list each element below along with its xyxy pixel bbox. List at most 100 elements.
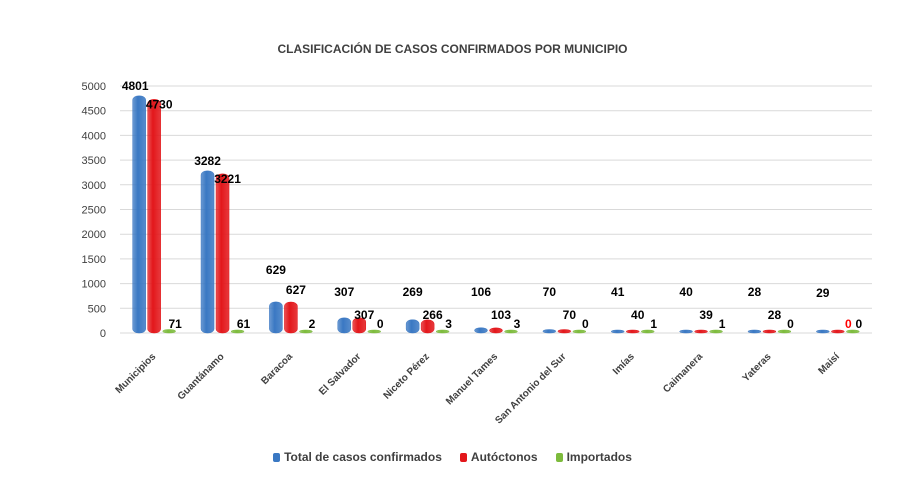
x-tick-label: Imías (611, 351, 637, 377)
bar-autoctonos (489, 327, 503, 334)
y-tick-label: 2000 (82, 229, 106, 241)
data-label-total: 3282 (194, 154, 221, 168)
bar-importados (572, 329, 587, 334)
legend-swatch-autoctonos (459, 452, 467, 462)
bar-importados (367, 329, 382, 334)
bar-importados (299, 329, 313, 334)
y-tick-label: 2500 (82, 205, 106, 217)
bar-total (474, 327, 488, 334)
bar-autoctonos (147, 99, 161, 334)
y-tick-label: 500 (88, 303, 106, 315)
data-label-autoctonos: 3221 (214, 172, 241, 186)
y-tick-label: 4500 (82, 106, 106, 118)
data-label-autoctonos: 266 (423, 308, 443, 322)
legend-item-autoctonos: Autóctonos (459, 450, 538, 464)
y-tick-label: 0 (100, 328, 106, 340)
data-label-autoctonos: 103 (491, 308, 511, 322)
bar-total (200, 170, 215, 334)
y-axis: 0 500 1000 1500 2000 2500 3000 3500 4000 4500 5000 (82, 81, 106, 340)
bar-autoctonos (625, 329, 640, 334)
x-tick-label: Caimanera (661, 351, 705, 395)
data-label-total: 29 (816, 286, 830, 300)
bar-total (405, 319, 420, 334)
data-label-autoctonos: 40 (631, 308, 645, 322)
bars (132, 95, 860, 334)
data-label-autoctonos: 4730 (146, 97, 173, 111)
x-tick-label: Maisí (816, 350, 842, 376)
data-label-importados: 0 (582, 317, 589, 331)
bar-total (747, 329, 762, 334)
legend-swatch-total (273, 452, 281, 462)
data-label-importados: 1 (650, 317, 657, 331)
legend-item-importados: Importados (555, 450, 632, 464)
data-label-importados: 61 (237, 317, 251, 331)
data-label-importados: 0 (855, 317, 862, 331)
bar-total (679, 329, 693, 334)
bar-importados (640, 329, 655, 334)
data-label-autoctonos: 307 (354, 308, 374, 322)
x-axis: Municipios Guantánamo Baracoa El Salvador Ni… (114, 350, 843, 426)
data-label-total: 41 (611, 285, 625, 299)
data-label-importados: 3 (445, 317, 452, 331)
bar-autoctonos (420, 319, 435, 334)
y-tick-label: 3000 (82, 180, 106, 192)
x-tick-label: Manuel Tames (444, 351, 500, 407)
y-tick-label: 1000 (82, 279, 106, 291)
bar-importados (435, 329, 450, 334)
bar-autoctonos (762, 329, 777, 334)
data-label-importados: 1 (719, 317, 726, 331)
data-label-autoctonos: 0 (845, 317, 852, 331)
x-tick-label: San Antonio del Sur (493, 351, 568, 426)
bar-importados (709, 329, 723, 334)
bar-total (816, 329, 830, 334)
data-label-total: 106 (471, 285, 491, 299)
x-tick-label: Yateras (741, 351, 774, 384)
bar-importados (162, 329, 176, 334)
x-tick-label: El Salvador (317, 351, 363, 397)
data-label-total: 28 (748, 285, 762, 299)
data-label-importados: 2 (309, 317, 316, 331)
bar-total (610, 329, 625, 334)
data-label-importados: 3 (514, 317, 521, 331)
bar-autoctonos (284, 301, 298, 334)
data-label-total: 269 (403, 285, 423, 299)
bar-autoctonos (694, 329, 708, 334)
bar-total (269, 301, 283, 334)
legend-label-importados: Importados (566, 450, 632, 464)
data-label-total: 4801 (122, 79, 149, 93)
legend-label-total: Total de casos confirmados (284, 450, 442, 464)
y-tick-label: 3500 (82, 155, 106, 167)
bar-importados (230, 329, 245, 334)
data-label-total: 307 (334, 285, 354, 299)
y-tick-label: 5000 (82, 81, 106, 93)
legend-swatch-importados (555, 452, 563, 462)
bar-importados (846, 329, 860, 334)
bar-total (542, 329, 557, 334)
bar-importados (504, 329, 518, 334)
data-label-total: 629 (266, 263, 286, 277)
bar-autoctonos (352, 317, 367, 334)
data-label-importados: 71 (169, 317, 183, 331)
data-label-autoctonos: 70 (563, 308, 577, 322)
bar-autoctonos (215, 173, 230, 334)
bar-autoctonos (557, 329, 572, 334)
data-label-total: 70 (543, 285, 557, 299)
x-tick-label: Niceto Pérez (382, 351, 432, 401)
data-label-autoctonos: 39 (699, 308, 713, 322)
x-tick-label: Guantánamo (176, 351, 227, 402)
chart-title: CLASIFICACIÓN DE CASOS CONFIRMADOS POR M… (277, 42, 628, 56)
bar-importados (777, 329, 792, 334)
data-label-autoctonos: 627 (286, 283, 306, 297)
bar-total (132, 95, 146, 334)
data-label-total: 40 (679, 285, 693, 299)
data-labels: 4801473071328232216162962723073070269266… (122, 79, 863, 331)
legend: Total de casos confirmados Autóctonos Im… (0, 450, 905, 464)
legend-label-autoctonos: Autóctonos (470, 450, 538, 464)
data-label-importados: 0 (787, 317, 794, 331)
x-tick-label: Municipios (114, 351, 159, 396)
legend-item-total: Total de casos confirmados (273, 450, 442, 464)
bar-total (337, 317, 352, 334)
y-tick-label: 4000 (82, 130, 106, 142)
data-label-autoctonos: 28 (768, 308, 782, 322)
